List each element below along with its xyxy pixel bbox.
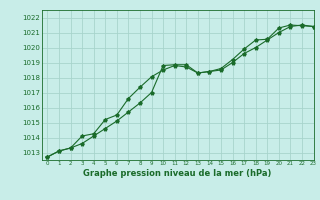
X-axis label: Graphe pression niveau de la mer (hPa): Graphe pression niveau de la mer (hPa) <box>84 169 272 178</box>
